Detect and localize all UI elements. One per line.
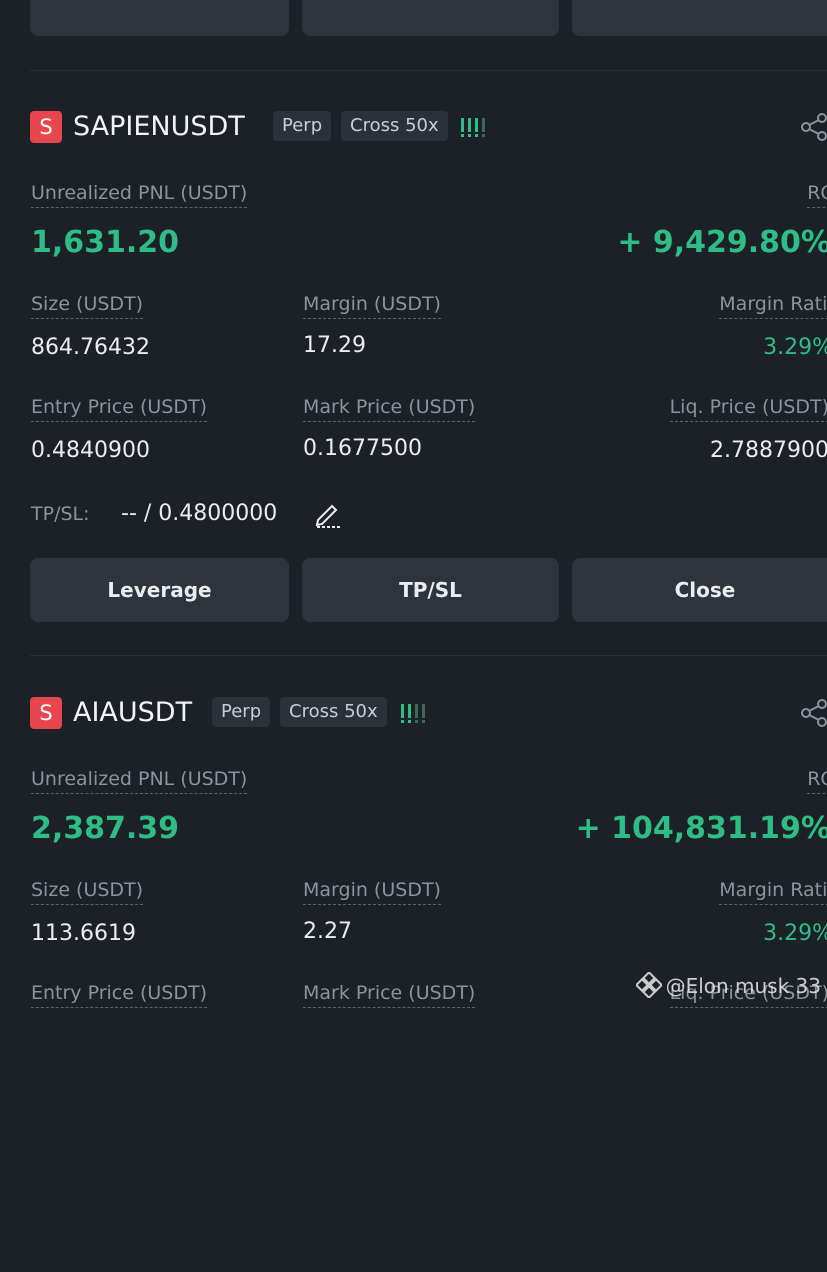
- field-value: 113.6619: [31, 921, 136, 946]
- field-label: Margin Ratio: [719, 289, 827, 319]
- edit-icon[interactable]: [314, 500, 344, 528]
- watermark: @Elon musk 33: [634, 970, 821, 1000]
- field-label-text: Mark Price (USDT): [303, 396, 476, 422]
- field-label: Margin (USDT): [303, 289, 441, 319]
- field-label-text: Size (USDT): [31, 879, 144, 905]
- field-label-text: Margin (USDT): [303, 293, 441, 319]
- field-value: 0.4840900: [31, 438, 150, 463]
- tpsl-button[interactable]: TP/SL: [302, 558, 559, 622]
- field-value: 3.29%: [763, 335, 827, 360]
- field-value: 3.29%: [763, 921, 827, 946]
- button-partial[interactable]: [572, 0, 827, 36]
- pnl-label: Unrealized PNL (USDT): [31, 178, 248, 208]
- margin-mode: Cross 50x: [280, 697, 387, 727]
- field-value: 0.1677500: [303, 436, 422, 461]
- signal-icon: [401, 704, 425, 723]
- field-value: 2.7887900: [710, 438, 827, 463]
- roi-label: ROI: [807, 178, 827, 208]
- roi-label-text: ROI: [807, 182, 827, 208]
- pnl-label-text: Unrealized PNL (USDT): [31, 182, 248, 208]
- field-label-text: Entry Price (USDT): [31, 982, 208, 1008]
- field-label: Liq. Price (USDT): [669, 392, 827, 422]
- button-partial[interactable]: [302, 0, 559, 36]
- field-label-text: Mark Price (USDT): [303, 982, 476, 1008]
- field-value: 2.27: [303, 919, 352, 944]
- field-label-text: Liq. Price (USDT): [669, 396, 827, 422]
- divider: [30, 70, 827, 71]
- field-label: Entry Price (USDT): [31, 392, 208, 422]
- share-icon[interactable]: [800, 113, 827, 141]
- tpsl-value: -- / 0.4800000: [121, 501, 278, 526]
- pnl-value: 2,387.39: [31, 811, 180, 846]
- roi-value: + 104,831.19%: [575, 811, 827, 846]
- leverage-button[interactable]: Leverage: [30, 558, 289, 622]
- field-label-text: Entry Price (USDT): [31, 396, 208, 422]
- watermark-logo: [634, 970, 663, 1000]
- share-icon[interactable]: [800, 699, 827, 727]
- field-label-text: Margin (USDT): [303, 879, 441, 905]
- position-card: S AIAUSDT Perp Cross 50x Unrealized PNL …: [0, 686, 827, 1272]
- field-label-text: Margin Ratio: [719, 293, 827, 319]
- field-label-text: Liq. Price (USDT): [669, 982, 827, 1008]
- field-label: Margin Ratio: [719, 875, 827, 905]
- watermark-text: @Elon musk 33: [665, 974, 821, 998]
- field-label: Liq. Price (USDT): [669, 978, 827, 1008]
- field-label: Size (USDT): [31, 875, 144, 905]
- contract-type: Perp: [212, 697, 271, 727]
- pnl-label-text: Unrealized PNL (USDT): [31, 768, 248, 794]
- field-label: Mark Price (USDT): [303, 392, 476, 422]
- margin-mode: Cross 50x: [341, 111, 448, 141]
- pnl-value: 1,631.20: [31, 225, 180, 260]
- pnl-label: Unrealized PNL (USDT): [31, 764, 248, 794]
- symbol: AIAUSDT: [73, 697, 193, 728]
- field-label: Margin (USDT): [303, 875, 441, 905]
- position-card: S SAPIENUSDT Perp Cross 50x Unrealized P…: [0, 100, 827, 686]
- signal-icon: [461, 118, 485, 137]
- field-value: 17.29: [303, 333, 366, 358]
- roi-label: ROI: [807, 764, 827, 794]
- field-label: Entry Price (USDT): [31, 978, 208, 1008]
- divider: [30, 655, 827, 656]
- close-button[interactable]: Close: [572, 558, 827, 622]
- field-value: 864.76432: [31, 335, 150, 360]
- roi-value: + 9,429.80%: [617, 225, 827, 260]
- field-label: Mark Price (USDT): [303, 978, 476, 1008]
- field-label-text: Margin Ratio: [719, 879, 827, 905]
- button-partial[interactable]: [30, 0, 289, 36]
- field-label: Size (USDT): [31, 289, 144, 319]
- symbol-badge: S: [30, 697, 62, 729]
- symbol: SAPIENUSDT: [73, 111, 245, 142]
- app-screen: S SAPIENUSDT Perp Cross 50x Unrealized P…: [0, 0, 827, 1008]
- field-label-text: Size (USDT): [31, 293, 144, 319]
- tpsl-label: TP/SL:: [31, 503, 90, 525]
- roi-label-text: ROI: [807, 768, 827, 794]
- symbol-badge: S: [30, 111, 62, 143]
- contract-type: Perp: [273, 111, 332, 141]
